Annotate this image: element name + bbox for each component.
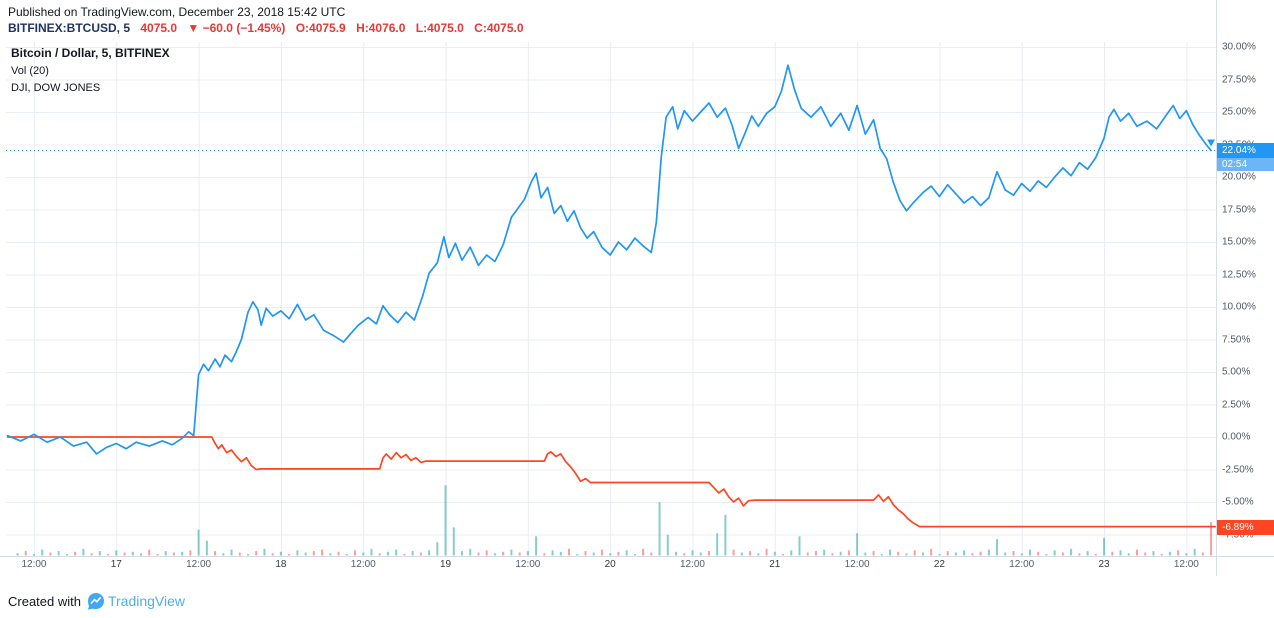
price-axis-label: 2.50%	[1222, 399, 1251, 410]
price-axis-label: 12.50%	[1222, 269, 1256, 280]
price-axis-label: 27.50%	[1222, 74, 1256, 85]
time-axis-label: 12:00	[679, 559, 705, 570]
time-axis-label: 19	[439, 559, 452, 570]
symbol-info-bar: BITFINEX:BTCUSD, 5 4075.0 ▼ −60.0 (−1.45…	[8, 21, 524, 35]
last-price: 4075.0	[140, 21, 178, 35]
time-axis-label: 12:00	[186, 559, 212, 570]
time-axis-label: 18	[275, 559, 287, 570]
time-axis-label: 12:00	[1009, 559, 1035, 570]
time-axis-label: 17	[110, 559, 122, 570]
btc-last-value-label: 22.04%	[1217, 143, 1274, 159]
price-axis-label: 10.00%	[1222, 301, 1256, 313]
legend-main-series[interactable]: Bitcoin / Dollar, 5, BITFINEX	[11, 46, 170, 60]
price-change: ▼ −60.0 (−1.45%)	[187, 21, 286, 35]
ohlc-open: O:4075.9	[295, 21, 346, 35]
legend-volume-study[interactable]: Vol (20)	[11, 65, 49, 77]
ohlc-low: L:4075.0	[415, 21, 464, 35]
price-axis-label: 25.00%	[1222, 106, 1256, 118]
time-axis-label: 22	[933, 559, 945, 570]
price-axis-label: 15.00%	[1222, 236, 1256, 248]
bar-countdown-label: 02:54	[1217, 158, 1274, 172]
ohlc-high: H:4076.0	[356, 21, 406, 35]
time-axis-label: 12:00	[515, 559, 541, 570]
price-axis-label: 30.00%	[1222, 41, 1256, 53]
price-axis-label: -2.50%	[1222, 464, 1254, 475]
dji-last-value-label: -6.89%	[1217, 519, 1274, 535]
price-axis-label: 20.00%	[1222, 171, 1256, 183]
price-axis-label: -5.00%	[1222, 496, 1254, 508]
legend-compare-series[interactable]: DJI, DOW JONES	[11, 82, 101, 94]
tradingview-logo-icon[interactable]	[87, 592, 105, 610]
ohlc-close: C:4075.0	[474, 21, 524, 35]
time-axis-label: 12:00	[1173, 559, 1199, 570]
time-axis-label: 21	[769, 559, 781, 570]
time-axis-label: 12:00	[21, 559, 47, 570]
price-axis-label: 0.00%	[1222, 431, 1251, 443]
symbol-name: BITFINEX:BTCUSD, 5	[8, 21, 131, 35]
tradingview-brand-text[interactable]: TradingView	[107, 593, 186, 609]
time-axis-label: 12:00	[844, 559, 870, 570]
price-axis[interactable]: 30.00%27.50%25.00%22.50%20.00%17.50%15.0…	[1222, 0, 1272, 576]
time-axis-label: 23	[1098, 559, 1110, 570]
created-with-text: Created with	[8, 593, 81, 609]
time-axis-label: 20	[604, 559, 616, 570]
price-axis-label: 17.50%	[1222, 204, 1256, 215]
published-caption: Published on TradingView.com, December 2…	[8, 5, 346, 19]
time-axis-label: 12:00	[350, 559, 376, 570]
time-axis[interactable]: 12:00 17 12:00 18 12:00 19 12:00 20 12:00 21 12:00…	[0, 559, 1274, 575]
price-axis-label: 7.50%	[1222, 334, 1251, 345]
footer-attribution: Created with TradingView	[8, 592, 185, 610]
chart-legend: Bitcoin / Dollar, 5, BITFINEX Vol (20) D…	[11, 46, 170, 94]
price-axis-label: 5.00%	[1222, 366, 1251, 378]
